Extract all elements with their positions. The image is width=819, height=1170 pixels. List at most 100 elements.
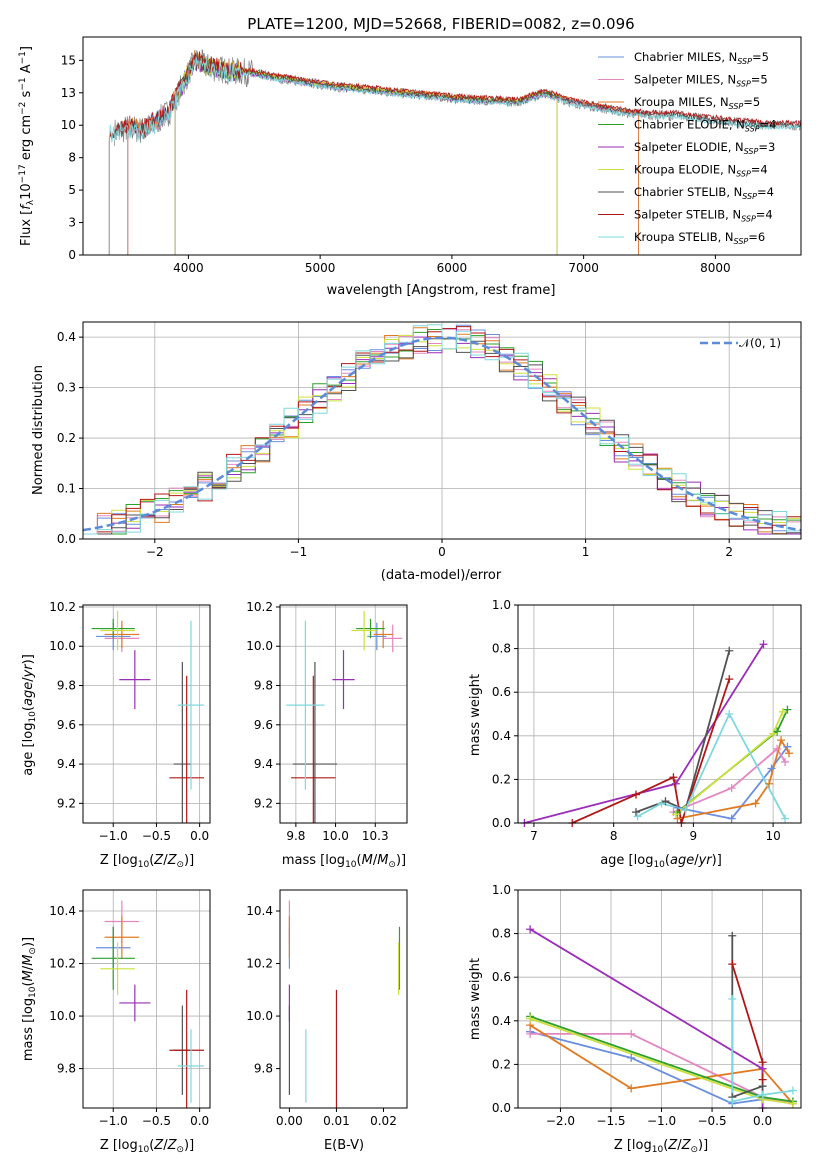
x-tick-label: −1 [290, 545, 308, 559]
plot-area [108, 49, 801, 255]
x-tick-label: 10.3 [362, 829, 389, 843]
weight-point [785, 749, 794, 758]
mass-ebv-xlabel: E(B-V) [324, 1138, 364, 1153]
x-tick-label: 7 [530, 829, 538, 843]
model-spectrum [108, 56, 801, 255]
weight-point [728, 995, 737, 1003]
weight-point [777, 736, 786, 745]
plot-area [91, 610, 204, 823]
weight-point [751, 799, 760, 808]
observed-spectrum [114, 49, 801, 147]
y-tick-label: 9.4 [57, 757, 76, 771]
spectrum-title: PLATE=1200, MJD=52668, FIBERID=0082, z=0… [247, 15, 634, 33]
spectrum-legend: Chabrier MILES, NSSP=5 Salpeter MILES, NS… [598, 50, 776, 246]
x-tick-label: −2.0 [546, 1114, 575, 1128]
x-tick-label: 7000 [568, 261, 599, 275]
y-tick-label: 9.2 [57, 796, 76, 810]
y-tick-label: 0.8 [492, 642, 511, 656]
weight-point [728, 931, 737, 940]
weight-point [627, 1053, 636, 1062]
legend-label: Kroupa ELODIE, NSSP=4 [634, 163, 768, 179]
x-tick-label: 0.00 [276, 1114, 303, 1128]
plot-area [288, 900, 401, 1108]
legend-label: Chabrier STELIB, NSSP=4 [634, 185, 774, 201]
spectrum-ylabel: Flux [fλ10−17 erg cm−2 s−1 A−1] [18, 46, 36, 246]
weight-point [657, 799, 666, 808]
mass-z-panel: −1.0 −0.5 0.0 9.8 10.0 10.2 10.4 Z [log10(Z/Z⊙… [21, 889, 211, 1155]
y-tick-label: 0.4 [57, 330, 76, 344]
plot-area [286, 610, 403, 823]
y-tick-label: 10.0 [49, 639, 76, 653]
model-spectrum [127, 52, 639, 255]
residual-xlabel: (data-model)/error [381, 568, 502, 583]
x-tick-label: 0.0 [753, 1114, 772, 1128]
x-tick-label: −0.5 [697, 1114, 726, 1128]
y-tick-label: 10.4 [49, 904, 76, 918]
weight-point [526, 925, 535, 934]
x-tick-label: −1.0 [99, 1114, 128, 1128]
weight-z-panel: −2.0 −1.5 −1.0 −0.5 0.0 0.0 0.2 0.4 0.6 0.8 1.0 Z … [468, 883, 802, 1155]
axes-frame [82, 889, 211, 1109]
weight-point [669, 773, 678, 782]
model-spectrum [174, 52, 558, 255]
mass-z-xlabel: Z [log10(Z/Z⊙)] [100, 1138, 194, 1155]
y-tick-label: 0.6 [492, 970, 511, 984]
y-tick-label: 10.2 [246, 957, 273, 971]
y-tick-label: 0.3 [57, 381, 76, 395]
y-tick-label: 1.0 [492, 883, 511, 897]
x-tick-label: 10.0 [322, 829, 349, 843]
weight-point [788, 1099, 797, 1108]
x-tick-label: −0.5 [142, 829, 171, 843]
y-tick-label: 0.1 [57, 482, 76, 496]
weight-line [731, 999, 794, 1103]
y-tick-label: 10.0 [246, 1009, 273, 1023]
y-tick-label: 0.8 [492, 927, 511, 941]
x-tick-label: 8000 [700, 261, 731, 275]
age-z-panel: −1.0 −0.5 0.0 9.2 9.4 9.6 9.8 10.0 10.2 Z [log10… [21, 600, 211, 870]
plot-area [91, 900, 204, 1108]
y-tick-label: 9.4 [254, 757, 273, 771]
y-tick-label: 9.6 [254, 718, 273, 732]
y-tick-label: 0.2 [492, 1057, 511, 1071]
x-tick-label: 2 [725, 545, 733, 559]
y-tick-label: 0.2 [57, 431, 76, 445]
y-tick-label: 0.0 [492, 1101, 511, 1115]
y-tick-label: 15 [61, 53, 76, 67]
weight-point [769, 729, 778, 738]
spectrum-xlabel: wavelength [Angstrom, rest frame] [327, 283, 556, 298]
axes-frame [279, 604, 408, 824]
weight-point [526, 1029, 535, 1038]
y-tick-label: 0.2 [492, 772, 511, 786]
x-tick-label: −1.0 [647, 1114, 676, 1128]
y-tick-label: 0.4 [492, 729, 511, 743]
x-tick-label: 10 [765, 829, 780, 843]
weight-point [681, 805, 690, 814]
x-tick-label: 1 [582, 545, 590, 559]
x-tick-label: −0.5 [142, 1114, 171, 1128]
legend-label: Kroupa STELIB, NSSP=6 [634, 230, 765, 246]
y-tick-label: 9.2 [254, 796, 273, 810]
y-tick-label: 10.2 [49, 600, 76, 614]
y-tick-label: 0.0 [492, 816, 511, 830]
weight-point [758, 1075, 767, 1084]
x-tick-label: 6000 [437, 261, 468, 275]
y-tick-label: 1.0 [492, 598, 511, 612]
weight-point [727, 784, 736, 793]
weight-line [529, 1024, 794, 1105]
x-tick-label: 0 [438, 545, 446, 559]
y-tick-label: 8 [68, 151, 76, 165]
weight-age-ylabel: mass weight [468, 674, 483, 756]
weight-point [671, 810, 680, 819]
weight-z-ylabel: mass weight [468, 958, 483, 1040]
weight-point [781, 814, 790, 823]
x-tick-label: 9.8 [286, 829, 305, 843]
legend-label: 𝒩(0, 1) [739, 336, 781, 350]
mass-ebv-panel: 0.00 0.01 0.02 9.8 10.0 10.2 10.4 E(B-V) [246, 889, 408, 1153]
weight-point [783, 742, 792, 751]
weight-point [767, 764, 776, 773]
x-tick-label: 8 [610, 829, 618, 843]
weight-age-xlabel: age [log10(age/yr)] [600, 853, 722, 870]
y-tick-label: 0.4 [492, 1014, 511, 1028]
x-tick-label: 0.0 [190, 1114, 209, 1128]
